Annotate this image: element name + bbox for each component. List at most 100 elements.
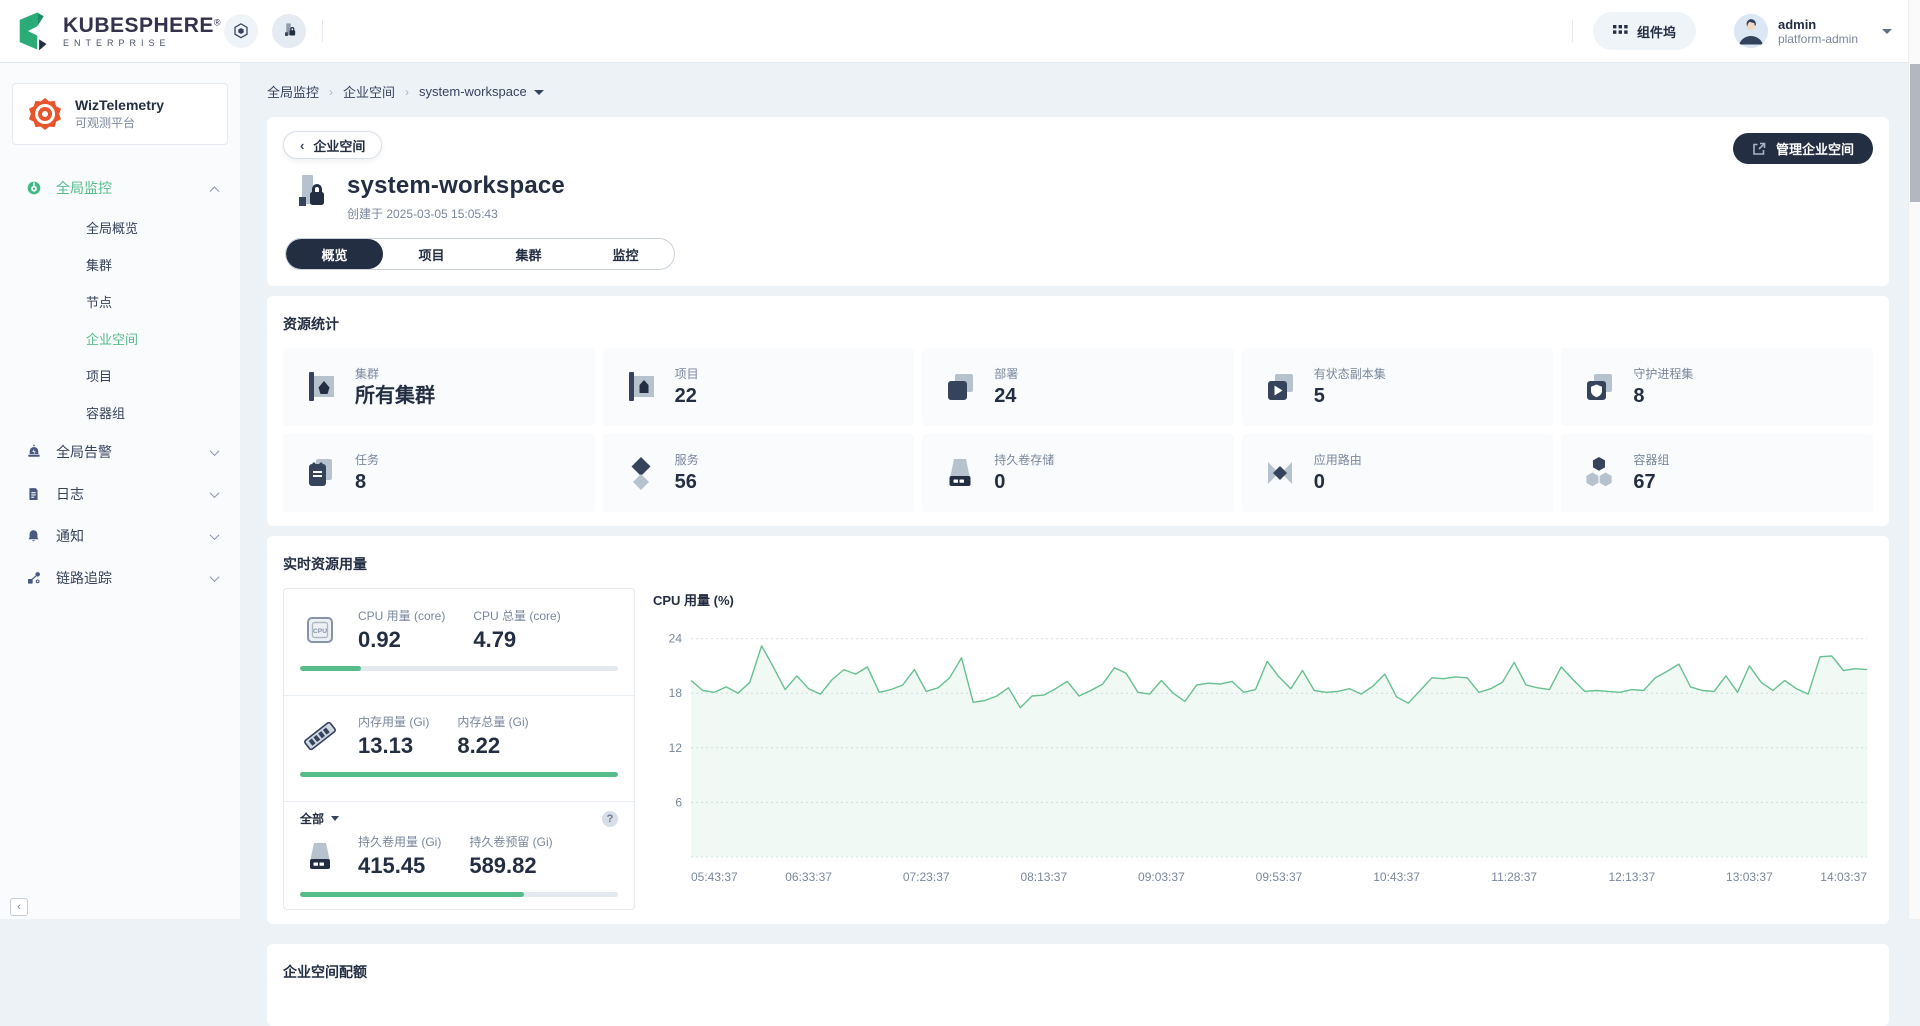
workspace-quota-card: 企业空间配额 bbox=[267, 944, 1889, 1026]
metric-columns: CPU 用量 (core) 0.92 CPU 总量 (core) 4.79 bbox=[358, 607, 561, 653]
chevron-down-icon bbox=[210, 530, 220, 540]
top-bar: KUBESPHERE® ENTERPRISE 组件坞 bbox=[0, 0, 1920, 62]
metric-volume: 全部 ? 持久卷用量 (Gi) 415.45 持久卷预留 (Gi) 589.82 bbox=[284, 801, 634, 909]
breadcrumb-link-global-monitoring[interactable]: 全局监控 bbox=[267, 82, 319, 101]
sidebar-item-workspaces[interactable]: 企业空间 bbox=[0, 320, 240, 357]
tab-clusters[interactable]: 集群 bbox=[480, 239, 577, 269]
svg-text:10:43:37: 10:43:37 bbox=[1373, 870, 1420, 884]
user-role: platform-admin bbox=[1778, 32, 1858, 46]
user-menu[interactable]: admin platform-admin bbox=[1734, 14, 1892, 48]
logo-title: KUBESPHERE bbox=[63, 14, 214, 37]
realtime-usage-card: 实时资源用量 CPU CPU 用量 (core) 0.92 CPU 总量 (co… bbox=[267, 536, 1889, 924]
bell-icon bbox=[26, 528, 42, 544]
product-info: WizTelemetry 可观测平台 bbox=[75, 97, 164, 131]
stat-label: 持久卷存储 bbox=[994, 453, 1054, 467]
svg-text:11:28:37: 11:28:37 bbox=[1491, 870, 1537, 884]
deployment-icon bbox=[940, 367, 980, 407]
sidebar-item-tracing[interactable]: 链路追踪 bbox=[0, 557, 240, 599]
sidebar-item-global-monitoring[interactable]: 全局监控 bbox=[0, 167, 240, 209]
metric-head: 全部 ? bbox=[300, 810, 618, 827]
stat-card-pods[interactable]: 容器组 67 bbox=[1561, 434, 1873, 512]
product-subtitle: 可观测平台 bbox=[75, 116, 164, 131]
hexagon-icon bbox=[232, 22, 250, 40]
sidebar-collapse-button[interactable]: ‹ bbox=[10, 898, 28, 916]
workspace-quota-title: 企业空间配额 bbox=[283, 962, 1873, 982]
workspace-title-block: system-workspace 创建于 2025-03-05 15:05:43 bbox=[347, 172, 565, 222]
svg-text:08:13:37: 08:13:37 bbox=[1020, 870, 1067, 884]
sidebar-item-global-overview[interactable]: 全局概览 bbox=[0, 209, 240, 246]
tab-monitoring[interactable]: 监控 bbox=[577, 239, 674, 269]
alarm-icon bbox=[26, 444, 42, 460]
sidebar-item-logs[interactable]: 日志 bbox=[0, 473, 240, 515]
stat-card-clusters[interactable]: 集群 所有集群 bbox=[283, 348, 595, 426]
svg-text:09:03:37: 09:03:37 bbox=[1138, 870, 1185, 884]
cpu-usage-chart-panel: CPU 用量 (%) 2418126 05:43:3706:33:3707:23… bbox=[651, 588, 1873, 910]
svg-text:09:53:37: 09:53:37 bbox=[1256, 870, 1303, 884]
metric-col: 内存用量 (Gi) 13.13 bbox=[358, 713, 429, 759]
stat-label: 守护进程集 bbox=[1633, 367, 1693, 381]
sidebar-item-pods[interactable]: 容器组 bbox=[0, 394, 240, 431]
metric-progress-track bbox=[300, 666, 618, 671]
stat-card-projects[interactable]: 项目 22 bbox=[603, 348, 915, 426]
tab-projects[interactable]: 项目 bbox=[383, 239, 480, 269]
stat-text: 服务 56 bbox=[675, 453, 699, 493]
cluster-icon bbox=[301, 367, 341, 407]
metric-value: 589.82 bbox=[469, 853, 552, 879]
components-dock-button[interactable]: 组件坞 bbox=[1593, 12, 1696, 50]
sidebar-item-label: 容器组 bbox=[86, 403, 125, 422]
sidebar-item-clusters[interactable]: 集群 bbox=[0, 246, 240, 283]
top-divider-right bbox=[1572, 20, 1573, 42]
stat-card-daemonsets[interactable]: 守护进程集 8 bbox=[1561, 348, 1873, 426]
stat-card-persistent-volumes[interactable]: 持久卷存储 0 bbox=[922, 434, 1234, 512]
volume-scope-dropdown[interactable]: 全部 bbox=[300, 810, 339, 827]
sidebar-item-nodes[interactable]: 节点 bbox=[0, 283, 240, 320]
manage-workspace-button[interactable]: 管理企业空间 bbox=[1733, 133, 1873, 164]
vertical-scrollbar[interactable] bbox=[1908, 0, 1920, 919]
back-button[interactable]: ‹ 企业空间 bbox=[283, 131, 382, 159]
sidebar-item-global-alerting[interactable]: 全局告警 bbox=[0, 431, 240, 473]
tab-overview[interactable]: 概览 bbox=[286, 239, 383, 269]
sidebar-item-projects[interactable]: 项目 bbox=[0, 357, 240, 394]
product-switcher[interactable]: WizTelemetry 可观测平台 bbox=[12, 83, 228, 145]
stat-text: 项目 22 bbox=[675, 367, 699, 407]
stat-card-deployments[interactable]: 部署 24 bbox=[922, 348, 1234, 426]
kubesphere-logo[interactable]: KUBESPHERE® ENTERPRISE bbox=[0, 10, 224, 52]
breadcrumb-separator: › bbox=[329, 85, 333, 99]
stat-card-services[interactable]: 服务 56 bbox=[603, 434, 915, 512]
stat-label: 部署 bbox=[994, 367, 1018, 381]
realtime-usage-title: 实时资源用量 bbox=[283, 554, 1873, 574]
sidebar-item-label: 项目 bbox=[86, 366, 112, 385]
resource-stats-card: 资源统计 集群 所有集群 项目 22 部署 24 有状态副本集 5 守护进程集 … bbox=[267, 296, 1889, 526]
chevron-up-icon bbox=[210, 186, 220, 196]
breadcrumb-current[interactable]: system-workspace bbox=[419, 84, 544, 99]
stat-label: 有状态副本集 bbox=[1314, 367, 1386, 381]
sidebar-item-label: 节点 bbox=[86, 292, 112, 311]
metric-label: CPU 用量 (core) bbox=[358, 607, 445, 624]
stat-card-ingresses[interactable]: 应用路由 0 bbox=[1242, 434, 1554, 512]
stat-card-statefulsets[interactable]: 有状态副本集 5 bbox=[1242, 348, 1554, 426]
sidebar-item-label: 集群 bbox=[86, 255, 112, 274]
metric-col: 内存总量 (Gi) 8.22 bbox=[457, 713, 528, 759]
svg-text:CPU: CPU bbox=[313, 628, 327, 635]
scrollbar-thumb[interactable] bbox=[1910, 64, 1920, 202]
top-bar-right: 组件坞 admin platform-admin bbox=[1556, 12, 1920, 50]
sidebar-item-notifications[interactable]: 通知 bbox=[0, 515, 240, 557]
metric-value: 0.92 bbox=[358, 627, 445, 653]
svg-text:05:43:37: 05:43:37 bbox=[691, 870, 738, 884]
stat-value: 0 bbox=[994, 471, 1054, 493]
sidebar-menu: 全局监控 全局概览集群节点企业空间项目容器组 全局告警 日志 通知 链路追踪 bbox=[0, 167, 240, 599]
memory-icon bbox=[300, 716, 340, 756]
dropdown-caret-icon bbox=[331, 816, 339, 821]
nav-platform-button[interactable] bbox=[224, 14, 258, 48]
kubesphere-mark-icon bbox=[16, 10, 53, 52]
svg-text:14:03:37: 14:03:37 bbox=[1820, 870, 1867, 884]
stat-text: 任务 8 bbox=[355, 453, 379, 493]
breadcrumb-link-workspaces[interactable]: 企业空间 bbox=[343, 82, 395, 101]
sidebar-item-label: 日志 bbox=[56, 484, 84, 504]
metric-value: 415.45 bbox=[358, 853, 441, 879]
metric-value: 13.13 bbox=[358, 733, 429, 759]
stat-card-jobs[interactable]: 任务 8 bbox=[283, 434, 595, 512]
nav-workspace-button[interactable] bbox=[272, 14, 306, 48]
help-icon[interactable]: ? bbox=[602, 811, 618, 827]
service-icon bbox=[621, 453, 661, 493]
